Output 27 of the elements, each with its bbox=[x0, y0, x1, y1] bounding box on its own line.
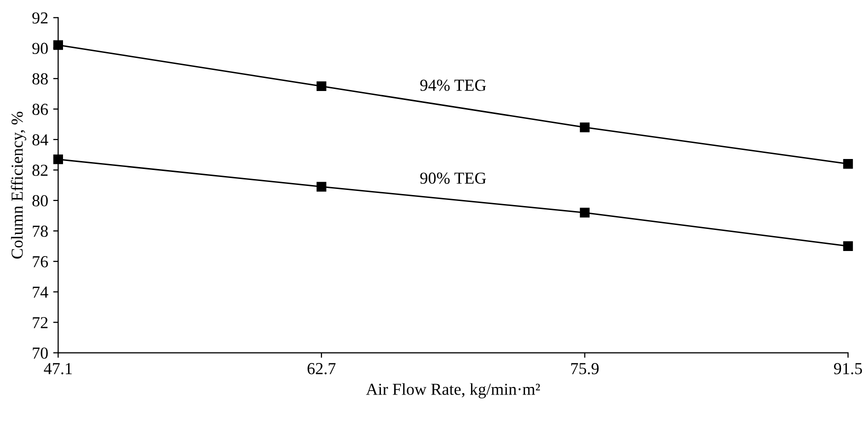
series-label: 90% TEG bbox=[420, 172, 486, 184]
y-tick-label: 84 bbox=[32, 134, 48, 146]
y-tick-label: 74 bbox=[32, 286, 48, 298]
point bbox=[53, 40, 64, 50]
point bbox=[580, 208, 590, 218]
x-tick-label: 47.1 bbox=[44, 363, 72, 374]
y-tick-label: 86 bbox=[32, 104, 48, 115]
series-label: 94% TEG bbox=[420, 80, 486, 91]
point bbox=[843, 241, 853, 252]
y-tick-label: 88 bbox=[32, 73, 48, 85]
y-tick-label: 80 bbox=[32, 195, 48, 206]
y-tick-label: 90 bbox=[32, 42, 48, 54]
x-axis-title: Air Flow Rate, kg/min·m² bbox=[366, 383, 540, 398]
y-tick-label: 72 bbox=[32, 317, 48, 328]
x-tick-label: 91.5 bbox=[834, 363, 862, 374]
x-tick-label: 75.9 bbox=[571, 363, 599, 374]
y-tick-label: 70 bbox=[32, 348, 48, 359]
y-tick-label: 92 bbox=[32, 12, 48, 24]
y-tick-label: 82 bbox=[32, 164, 48, 176]
point bbox=[580, 122, 590, 132]
point bbox=[316, 182, 326, 192]
y-tick-label: 78 bbox=[32, 226, 48, 237]
y-tick-label: 76 bbox=[32, 256, 48, 268]
y-axis-title: Column Efficiency, % bbox=[10, 112, 26, 259]
x-tick-label: 62.7 bbox=[308, 363, 336, 374]
point bbox=[316, 81, 326, 92]
point bbox=[843, 159, 853, 169]
